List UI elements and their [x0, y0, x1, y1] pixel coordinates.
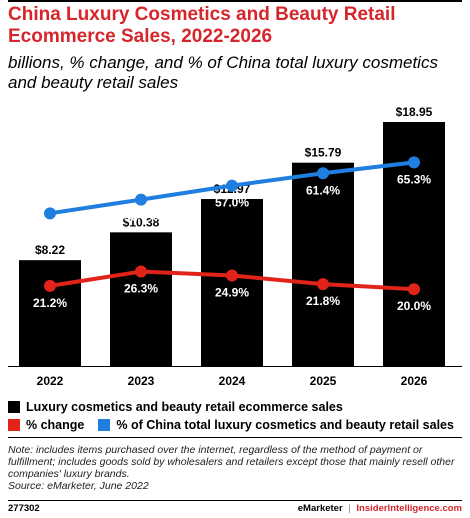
- legend-label-share: % of China total luxury cosmetics and be…: [116, 418, 454, 432]
- x-tick-label-2022: 2022: [37, 374, 64, 388]
- bar-label-2026: $18.95: [396, 105, 433, 119]
- change-label-2026: 20.0%: [397, 299, 431, 313]
- share-point-2025: [317, 167, 329, 180]
- share-point-2024: [226, 179, 238, 192]
- share-point-2026: [408, 156, 420, 169]
- chart-id: 277302: [8, 503, 40, 514]
- legend-item-bars: Luxury cosmetics and beauty retail ecomm…: [8, 399, 343, 415]
- change-point-2023: [135, 265, 147, 278]
- change-point-2024: [226, 269, 238, 282]
- top-rule: [8, 0, 462, 2]
- change-label-2023: 26.3%: [124, 282, 158, 296]
- source-text: Source: eMarketer, June 2022: [8, 480, 149, 492]
- share-label-2022: 47.1%: [33, 223, 67, 237]
- legend-row-1: Luxury cosmetics and beauty retail ecomm…: [8, 399, 357, 415]
- legend-row-2: % change % of China total luxury cosmeti…: [8, 417, 468, 433]
- legend-swatch-share: [98, 419, 111, 431]
- share-point-2022: [44, 207, 56, 220]
- bar-label-2025: $15.79: [305, 146, 342, 160]
- x-tick-label-2026: 2026: [401, 374, 428, 388]
- brand-insiderintelligence: InsiderIntelligence.com: [356, 503, 462, 514]
- legend-label-bars: Luxury cosmetics and beauty retail ecomm…: [26, 400, 343, 414]
- bar-2024: [201, 198, 263, 366]
- change-point-2022: [44, 279, 56, 292]
- legend-label-change: % change: [26, 418, 85, 432]
- bar-label-2022: $8.22: [35, 243, 65, 257]
- brand-separator: |: [348, 503, 351, 514]
- share-point-2023: [135, 193, 147, 206]
- footer-rule: [8, 500, 462, 501]
- note-text: Note: includes items purchased over the …: [8, 444, 455, 480]
- x-tick-label-2024: 2024: [219, 374, 246, 388]
- bar-2022: [19, 260, 81, 366]
- legend-item-change: % change: [8, 417, 84, 433]
- change-label-2022: 21.2%: [33, 296, 67, 310]
- legend-item-share: % of China total luxury cosmetics and be…: [98, 417, 454, 433]
- change-point-2025: [317, 278, 329, 291]
- chart-subtitle: billions, % change, and % of China total…: [8, 53, 438, 92]
- change-label-2024: 24.9%: [215, 285, 249, 299]
- bar-label-2023: $10.38: [123, 215, 160, 229]
- footer: 277302 eMarketer | InsiderIntelligence.c…: [8, 503, 462, 515]
- note-rule: [8, 437, 462, 438]
- change-label-2025: 21.8%: [306, 294, 340, 308]
- legend-swatch-bars: [8, 401, 20, 413]
- legend-swatch-change: [8, 419, 20, 431]
- brand-emarketer: eMarketer: [297, 503, 343, 514]
- change-point-2026: [408, 283, 420, 296]
- chart-title: China Luxury Cosmetics and Beauty Retail…: [8, 4, 396, 47]
- x-tick-label-2023: 2023: [128, 374, 155, 388]
- chart: $8.22$10.38$12.97$15.79$18.9520222023202…: [8, 105, 462, 388]
- share-label-2024: 57.0%: [215, 196, 249, 210]
- share-label-2025: 61.4%: [306, 183, 340, 197]
- x-tick-label-2025: 2025: [310, 374, 337, 388]
- note-block: Note: includes items purchased over the …: [8, 444, 462, 492]
- share-label-2026: 65.3%: [397, 172, 431, 186]
- bar-2023: [110, 232, 172, 366]
- bar-2025: [292, 162, 354, 366]
- share-label-2023: 52.0%: [124, 210, 158, 224]
- brand: eMarketer | InsiderIntelligence.com: [298, 503, 462, 515]
